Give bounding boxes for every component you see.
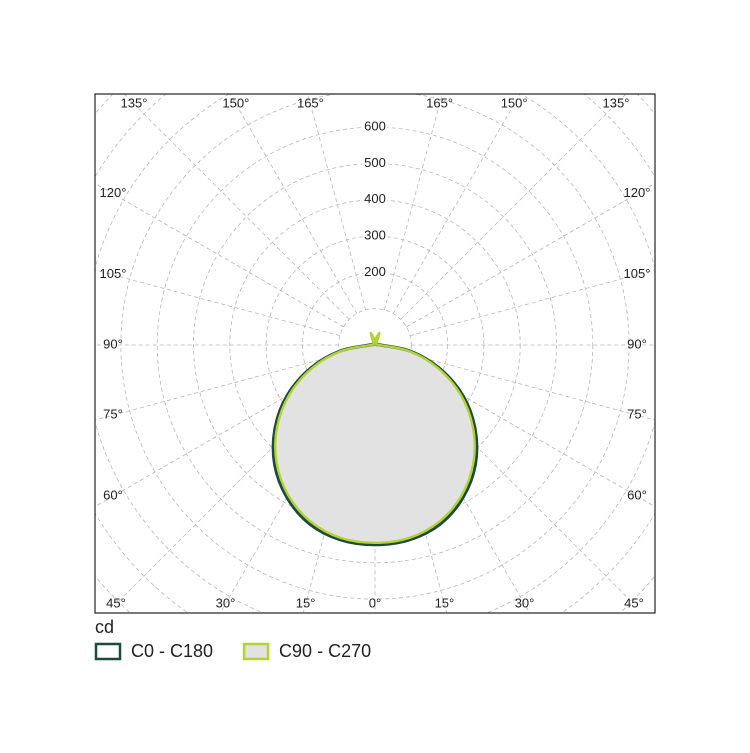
angle-tick-label: 165° xyxy=(297,95,324,110)
grid-spoke xyxy=(406,362,655,508)
grid-spoke xyxy=(400,370,632,602)
legend-label: C0 - C180 xyxy=(131,641,213,661)
angle-tick-label: 135° xyxy=(603,95,630,110)
angle-tick-label: 150° xyxy=(222,95,249,110)
grid-spoke xyxy=(400,94,627,320)
grid-spoke xyxy=(123,94,350,320)
angle-tick-label: 30° xyxy=(216,595,236,610)
grid-spoke xyxy=(95,182,344,328)
grid-spoke xyxy=(307,94,366,311)
angle-tick-label: 45° xyxy=(106,595,126,610)
angle-tick-label: 165° xyxy=(426,95,453,110)
legend-swatch xyxy=(94,642,122,661)
grid-spoke xyxy=(118,370,350,602)
grid-spoke xyxy=(392,94,521,314)
r-tick-label: 500 xyxy=(364,155,386,170)
angle-tick-label: 15° xyxy=(435,595,455,610)
angle-tick-label: 45° xyxy=(624,595,644,610)
grid-spoke xyxy=(384,94,443,311)
angle-tick-label: 0° xyxy=(369,595,381,610)
angle-tick-label: 75° xyxy=(103,407,123,422)
grid-spoke xyxy=(302,379,366,613)
grid-spoke xyxy=(95,269,341,336)
grid-spoke xyxy=(409,269,655,336)
series-curve xyxy=(274,331,476,545)
angle-tick-label: 150° xyxy=(501,95,528,110)
legend: C0 - C180 C90 - C270 xyxy=(94,641,371,661)
angle-tick-label: 60° xyxy=(103,488,123,503)
angle-tick-label: 120° xyxy=(100,185,127,200)
angle-tick-label: 105° xyxy=(624,266,651,281)
angle-tick-label: 120° xyxy=(624,185,651,200)
angle-tick-label: 90° xyxy=(103,336,123,351)
grid-spoke xyxy=(95,354,341,421)
grid-ring xyxy=(156,126,594,564)
frame xyxy=(94,93,656,614)
labels: 165° 150° 135° 120° 105° 90° 75° 60° 45° 30° 15° 0°… xyxy=(100,95,651,610)
curves xyxy=(271,331,479,547)
angle-tick-label: 135° xyxy=(121,95,148,110)
angle-tick-label: 30° xyxy=(515,595,535,610)
unit-label: cd xyxy=(95,617,114,637)
angle-tick-label: 105° xyxy=(100,266,127,281)
grid-spoke xyxy=(384,379,448,613)
angle-tick-label: 15° xyxy=(296,595,316,610)
r-tick-label: 400 xyxy=(364,191,386,206)
legend-label: C90 - C270 xyxy=(279,641,371,661)
grid-ring xyxy=(193,163,557,527)
grid-spoke xyxy=(409,354,655,421)
r-tick-label: 200 xyxy=(364,264,386,279)
angle-tick-label: 75° xyxy=(627,407,647,422)
grid-spoke xyxy=(392,376,531,613)
grid-spoke xyxy=(95,362,344,508)
legend-swatch xyxy=(242,642,270,661)
grid-spoke xyxy=(406,182,655,328)
grid-spoke xyxy=(219,376,358,613)
grid-spoke xyxy=(229,94,358,314)
r-tick-label: 300 xyxy=(364,228,386,243)
r-tick-label: 600 xyxy=(364,119,386,134)
angle-tick-label: 90° xyxy=(627,336,647,351)
angle-tick-label: 60° xyxy=(627,488,647,503)
